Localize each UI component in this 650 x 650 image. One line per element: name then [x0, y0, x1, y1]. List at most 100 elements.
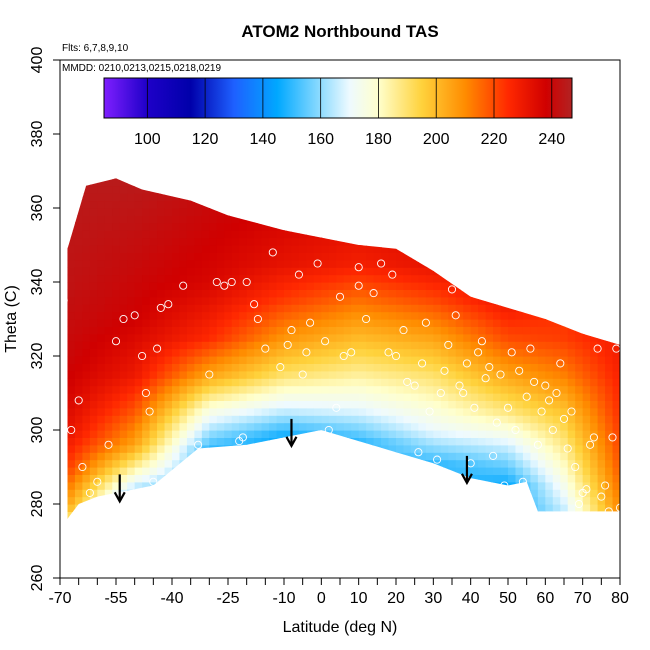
- heatmap-cell: [403, 274, 412, 283]
- colorbar-tick-label: 120: [192, 131, 219, 148]
- heatmap-cell: [545, 415, 554, 424]
- heatmap-cell: [522, 259, 531, 268]
- heatmap-cell: [515, 164, 523, 172]
- heatmap-cell: [134, 178, 143, 187]
- heatmap-cell: [209, 274, 218, 283]
- heatmap-cell: [127, 200, 136, 209]
- heatmap-cell: [522, 504, 531, 512]
- heatmap-cell: [67, 230, 69, 239]
- heatmap-cell: [448, 296, 457, 305]
- heatmap-cell: [530, 504, 539, 512]
- heatmap-cell: [455, 370, 464, 379]
- heatmap-cell: [396, 200, 405, 209]
- heatmap-cell: [104, 193, 113, 202]
- heatmap-cell: [455, 237, 464, 246]
- heatmap-cell: [441, 519, 449, 527]
- heatmap-cell: [575, 452, 584, 461]
- heatmap-cell: [530, 193, 539, 202]
- heatmap-cell: [313, 378, 322, 387]
- heatmap-cell: [179, 178, 188, 187]
- heatmap-cell: [254, 400, 263, 409]
- heatmap-cell: [134, 378, 143, 387]
- heatmap-cell: [201, 245, 210, 253]
- heatmap-cell: [605, 407, 614, 416]
- heatmap-cell: [500, 259, 509, 268]
- heatmap-cell: [67, 267, 76, 276]
- heatmap-cell: [284, 252, 293, 261]
- heatmap-cell: [366, 437, 375, 446]
- heatmap-cell: [67, 489, 76, 498]
- heatmap-cell: [351, 178, 360, 187]
- heatmap-cell: [590, 319, 599, 327]
- heatmap-cell: [194, 370, 203, 379]
- heatmap-cell: [291, 259, 300, 268]
- heatmap-cell: [216, 341, 225, 350]
- heatmap-cell: [209, 430, 218, 438]
- heatmap-cell: [485, 474, 494, 483]
- heatmap-cell: [89, 333, 98, 342]
- heatmap-cell: [410, 444, 419, 453]
- heatmap-cell: [321, 311, 330, 320]
- heatmap-cell: [590, 496, 599, 505]
- heatmap-cell: [433, 444, 442, 453]
- heatmap-cell: [612, 282, 620, 290]
- heatmap-cell: [284, 296, 293, 305]
- y-tick-label: 300: [29, 417, 46, 444]
- heatmap-cell: [194, 274, 203, 283]
- heatmap-cell: [358, 474, 367, 483]
- heatmap-cell: [582, 289, 591, 298]
- heatmap-cell: [343, 289, 352, 298]
- heatmap-cell: [291, 333, 300, 342]
- heatmap-cell: [119, 267, 128, 276]
- heatmap-cell: [515, 245, 524, 253]
- heatmap-cell: [381, 208, 390, 216]
- heatmap-cell: [612, 444, 620, 453]
- heatmap-cell: [597, 208, 606, 216]
- heatmap-cell: [366, 326, 375, 335]
- heatmap-cell: [246, 296, 255, 305]
- heatmap-cell: [216, 400, 225, 409]
- heatmap-cell: [172, 385, 181, 394]
- heatmap-cell: [418, 370, 427, 379]
- heatmap-cell: [209, 341, 218, 350]
- heatmap-cell: [612, 393, 620, 401]
- heatmap-cell: [112, 237, 121, 246]
- heatmap-cell: [313, 245, 322, 253]
- heatmap-cell: [403, 370, 412, 379]
- heatmap-cell: [463, 245, 472, 253]
- heatmap-cell: [522, 452, 531, 461]
- heatmap-cell: [515, 467, 524, 475]
- heatmap-cell: [351, 393, 360, 401]
- heatmap-cell: [605, 319, 614, 327]
- heatmap-cell: [127, 178, 136, 187]
- heatmap-cell: [597, 200, 606, 209]
- heatmap-cell: [269, 474, 278, 483]
- heatmap-cell: [104, 467, 113, 475]
- heatmap-cell: [127, 356, 136, 364]
- heatmap-cell: [216, 237, 225, 246]
- heatmap-cell: [590, 274, 599, 283]
- heatmap-cell: [336, 356, 345, 364]
- heatmap-cell: [127, 385, 136, 394]
- heatmap-cell: [104, 356, 113, 364]
- heatmap-cell: [284, 341, 293, 350]
- heatmap-cell: [388, 237, 397, 246]
- heatmap-cell: [89, 215, 98, 224]
- heatmap-cell: [269, 164, 277, 172]
- heatmap-cell: [508, 467, 517, 475]
- heatmap-cell: [112, 230, 121, 239]
- heatmap-cell: [530, 245, 539, 253]
- heatmap-cell: [261, 400, 270, 409]
- heatmap-cell: [186, 185, 195, 194]
- heatmap-cell: [575, 267, 584, 276]
- heatmap-cell: [485, 304, 494, 313]
- heatmap-cell: [254, 296, 263, 305]
- heatmap-cell: [306, 519, 314, 527]
- heatmap-cell: [456, 519, 464, 527]
- heatmap-cell: [194, 474, 203, 483]
- heatmap-cell: [313, 467, 322, 475]
- heatmap-cell: [201, 267, 210, 276]
- heatmap-cell: [597, 296, 606, 305]
- heatmap-cell: [433, 504, 442, 512]
- heatmap-cell: [262, 519, 270, 527]
